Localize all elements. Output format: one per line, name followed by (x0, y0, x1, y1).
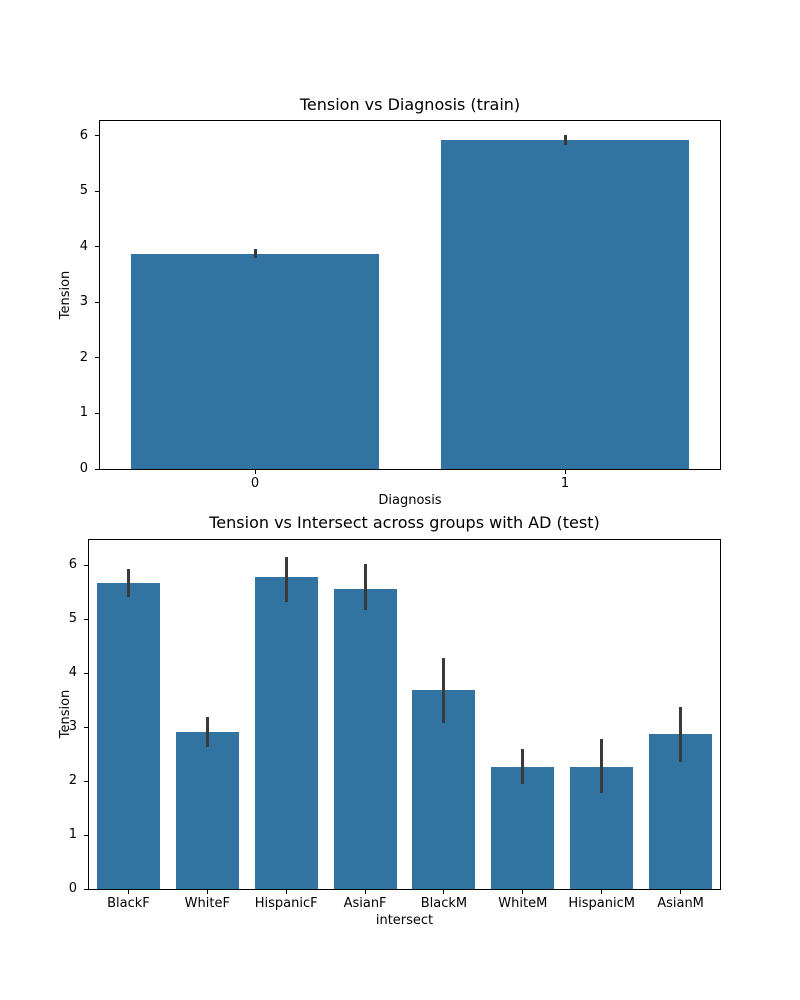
y-tick-mark (84, 780, 88, 782)
x-tick-mark (601, 890, 603, 894)
errorbar-HispanicF (284, 557, 288, 603)
y-tick-label: 2 (79, 349, 88, 365)
y-tick-label: 1 (68, 827, 77, 843)
y-tick-mark (95, 246, 99, 248)
y-tick-label: 1 (79, 405, 88, 421)
errorbar-BlackF (126, 568, 130, 598)
y-tick-mark (95, 357, 99, 359)
test-x-axis-label: intersect (375, 913, 434, 928)
y-tick-label: 6 (79, 127, 88, 143)
x-tick-label: WhiteM (498, 896, 548, 911)
y-tick-mark (84, 834, 88, 836)
x-tick-label: HispanicM (568, 896, 635, 911)
x-tick-label: WhiteF (184, 896, 230, 911)
train-y-axis-label: Tension (58, 270, 73, 320)
bar-0 (131, 253, 379, 469)
y-tick-mark (95, 190, 99, 192)
x-tick-mark (254, 470, 256, 474)
x-tick-mark (285, 890, 287, 894)
x-tick-mark (680, 890, 682, 894)
bar-BlackF (96, 583, 160, 889)
x-tick-mark (522, 890, 524, 894)
x-tick-mark (564, 470, 566, 474)
y-tick-mark (84, 888, 88, 890)
test-chart-title: Tension vs Intersect across groups with … (209, 513, 600, 532)
x-tick-label: 0 (250, 476, 260, 491)
x-tick-label: 1 (560, 476, 570, 491)
x-tick-label: BlackF (107, 896, 150, 911)
train-chart-axes: 0 1 2 3 4 5 6 0 1 (80, 120, 721, 491)
train-chart-title: Tension vs Diagnosis (train) (299, 95, 521, 114)
errorbar-AsianF (363, 564, 367, 610)
y-tick-label: 3 (68, 719, 77, 735)
y-tick-mark (95, 468, 99, 470)
x-tick-mark (364, 890, 366, 894)
y-tick-mark (84, 672, 88, 674)
y-tick-mark (84, 564, 88, 566)
errorbar-HispanicM (600, 739, 604, 793)
x-tick-label: AsianF (343, 896, 387, 911)
test-y-axis-label: Tension (58, 689, 73, 739)
y-tick-mark (95, 412, 99, 414)
y-tick-label: 5 (68, 611, 77, 627)
train-x-axis-label: Diagnosis (378, 493, 442, 508)
x-tick-mark (206, 890, 208, 894)
x-tick-mark (443, 890, 445, 894)
y-tick-label: 4 (68, 665, 77, 681)
y-tick-mark (84, 618, 88, 620)
errorbar-0 (253, 248, 257, 259)
x-tick-label: AsianM (657, 896, 704, 911)
bar-AsianF (333, 588, 397, 889)
y-tick-mark (95, 135, 99, 137)
bar-WhiteF (175, 732, 239, 889)
y-tick-label: 0 (79, 461, 88, 476)
y-tick-mark (84, 726, 88, 728)
errorbar-WhiteF (205, 716, 209, 747)
errorbar-AsianM (679, 706, 683, 762)
y-tick-label: 5 (79, 183, 88, 199)
x-tick-label: HispanicF (254, 896, 318, 911)
y-tick-mark (95, 301, 99, 303)
y-tick-label: 4 (79, 238, 88, 254)
y-tick-label: 6 (68, 557, 77, 573)
errorbar-WhiteM (521, 749, 525, 785)
x-tick-label: BlackM (420, 896, 468, 911)
bar-HispanicF (254, 577, 318, 889)
y-tick-label: 3 (79, 294, 88, 310)
errorbar-BlackM (442, 658, 446, 724)
y-tick-label: 0 (68, 881, 77, 896)
test-chart-axes: 0 1 2 3 4 5 6 BlackF WhiteF HispanicF AsianF BlackM… (69, 539, 721, 911)
bar-1 (441, 140, 689, 469)
x-tick-mark (127, 890, 129, 894)
y-tick-label: 2 (68, 773, 77, 789)
errorbar-1 (563, 134, 567, 146)
bar-WhiteM (491, 766, 555, 889)
